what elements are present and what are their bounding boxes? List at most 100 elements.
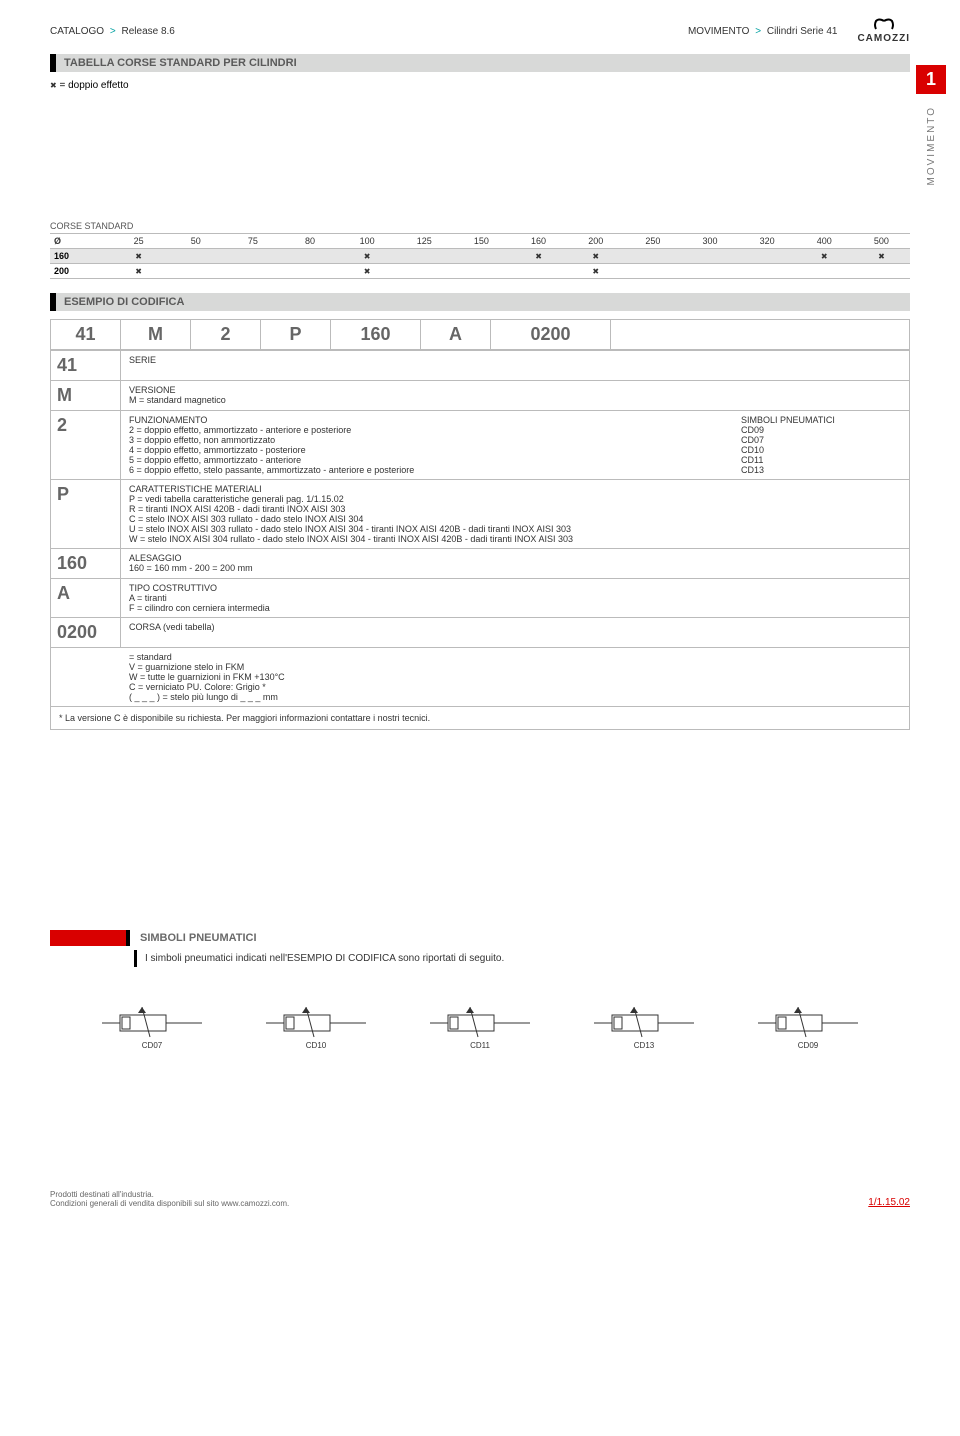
symbol-caption: CD07	[102, 1041, 202, 1050]
corse-cell	[339, 249, 396, 264]
corse-cell	[453, 264, 510, 279]
pneumatic-symbol: CD07	[102, 1007, 202, 1050]
esempio-block: ESEMPIO DI CODIFICA 41M2P160A0200 41SERI…	[50, 293, 910, 730]
legend-key: A	[51, 579, 121, 617]
corse-title: CORSE STANDARD	[50, 221, 910, 231]
legend-footnote: * La versione C è disponibile su richies…	[51, 706, 909, 729]
corse-header-cell: 500	[853, 234, 910, 249]
x-icon	[364, 251, 371, 261]
legend-body: SERIE	[121, 351, 909, 380]
corse-cell	[796, 264, 853, 279]
simboli-title: SIMBOLI PNEUMATICI	[130, 932, 257, 944]
x-icon	[135, 251, 142, 261]
legend-body: CORSA (vedi tabella)	[121, 618, 909, 647]
crumb-release: Release 8.6	[122, 26, 175, 37]
logo-icon	[873, 18, 895, 32]
legend-line: M = standard magnetico	[129, 395, 901, 405]
x-icon	[50, 80, 57, 91]
corse-cell	[396, 264, 453, 279]
corse-header-cell: 160	[510, 234, 567, 249]
corse-cell	[567, 264, 624, 279]
legend-body: CARATTERISTICHE MATERIALIP = vedi tabell…	[121, 480, 909, 548]
corse-header-cell: 150	[453, 234, 510, 249]
side-chapter-tab: 1 MOVIMENTO	[916, 65, 946, 185]
top-bar: CATALOGO > Release 8.6 MOVIMENTO > Cilin…	[50, 18, 910, 44]
legend-note-line: C = verniciato PU. Colore: Grigio *	[129, 682, 901, 692]
corse-header-cell: 200	[567, 234, 624, 249]
footer-line1: Prodotti destinati all'industria.	[50, 1190, 289, 1199]
pneumatic-symbol: CD13	[594, 1007, 694, 1050]
legend-key: M	[51, 381, 121, 410]
corse-cell	[224, 249, 281, 264]
corse-cell	[681, 249, 738, 264]
section-title-text: TABELLA CORSE STANDARD PER CILINDRI	[64, 57, 297, 69]
legend-key: 160	[51, 549, 121, 578]
x-icon	[878, 251, 885, 261]
legend-title: CARATTERISTICHE MATERIALI	[129, 484, 901, 494]
chapter-label: MOVIMENTO	[926, 106, 937, 185]
corse-cell	[281, 249, 338, 264]
crumb-catalogo: CATALOGO	[50, 26, 104, 37]
corse-cell	[510, 264, 567, 279]
x-icon	[821, 251, 828, 261]
corse-cell	[739, 264, 796, 279]
pneumatic-symbol: CD11	[430, 1007, 530, 1050]
logo-text: CAMOZZI	[857, 33, 910, 44]
page-number: 1/1.15.02	[868, 1197, 910, 1208]
corse-cell	[624, 264, 681, 279]
x-icon	[592, 266, 599, 276]
code-cell: 2	[191, 320, 261, 349]
symbol-caption: CD10	[266, 1041, 366, 1050]
legend-main: FUNZIONAMENTO2 = doppio effetto, ammorti…	[129, 415, 721, 475]
legend-line: 4 = doppio effetto, ammortizzato - poste…	[129, 445, 721, 455]
simboli-header: SIMBOLI PNEUMATICI	[50, 930, 910, 946]
corse-cell	[339, 264, 396, 279]
legend-line: U = stelo INOX AISI 303 rullato - dado s…	[129, 524, 901, 534]
corse-standard-table: CORSE STANDARD Ø255075801001251501602002…	[50, 221, 910, 279]
footer-left: Prodotti destinati all'industria. Condiz…	[50, 1190, 289, 1208]
simboli-section: SIMBOLI PNEUMATICI I simboli pneumatici …	[50, 930, 910, 1050]
brand-logo: CAMOZZI	[857, 18, 910, 44]
corse-cell	[281, 264, 338, 279]
simboli-desc: I simboli pneumatici indicati nell'ESEMP…	[134, 950, 910, 967]
corse-header-cell: 250	[624, 234, 681, 249]
legend-sym-line: CD10	[741, 445, 901, 455]
legend-body: VERSIONEM = standard magnetico	[121, 381, 909, 410]
legend-main: CARATTERISTICHE MATERIALIP = vedi tabell…	[129, 484, 901, 544]
legend-notes: = standardV = guarnizione stelo in FKMW …	[51, 647, 909, 706]
corse-header-cell: 25	[110, 234, 167, 249]
legend-table: 41SERIEMVERSIONEM = standard magnetico2F…	[50, 350, 910, 730]
legend-line: F = cilindro con cerniera intermedia	[129, 603, 901, 613]
pneumatic-symbol: CD09	[758, 1007, 858, 1050]
legend-title: VERSIONE	[129, 385, 901, 395]
doppio-text: = doppio effetto	[59, 80, 128, 91]
corse-cell	[110, 264, 167, 279]
legend-row: 41SERIE	[51, 350, 909, 380]
symbol-caption: CD09	[758, 1041, 858, 1050]
legend-key: 41	[51, 351, 121, 380]
legend-note-line: V = guarnizione stelo in FKM	[129, 662, 901, 672]
page-footer: Prodotti destinati all'industria. Condiz…	[50, 1190, 910, 1208]
legend-sym-line: CD09	[741, 425, 901, 435]
code-cell: 160	[331, 320, 421, 349]
crumb-serie: Cilindri Serie 41	[767, 26, 838, 37]
corse-header-cell: 300	[681, 234, 738, 249]
corse-cell	[396, 249, 453, 264]
code-row: 41M2P160A0200	[50, 319, 910, 350]
corse-header-cell: 125	[396, 234, 453, 249]
corse-cell	[224, 264, 281, 279]
code-cell: 41	[51, 320, 121, 349]
corse-header-cell: 320	[739, 234, 796, 249]
doppio-label: = doppio effetto	[50, 80, 129, 91]
legend-line: P = vedi tabella caratteristiche general…	[129, 494, 901, 504]
code-cell: 0200	[491, 320, 611, 349]
legend-key: 2	[51, 411, 121, 479]
legend-line: R = tiranti INOX AISI 420B - dadi tirant…	[129, 504, 901, 514]
symbol-caption: CD13	[594, 1041, 694, 1050]
legend-line: A = tiranti	[129, 593, 901, 603]
section-title: TABELLA CORSE STANDARD PER CILINDRI	[50, 54, 910, 72]
corse-cell	[681, 264, 738, 279]
breadcrumb-left: CATALOGO > Release 8.6	[50, 26, 175, 37]
corse-diam-label: Ø	[50, 234, 110, 249]
legend-main: TIPO COSTRUTTIVOA = tirantiF = cilindro …	[129, 583, 901, 613]
